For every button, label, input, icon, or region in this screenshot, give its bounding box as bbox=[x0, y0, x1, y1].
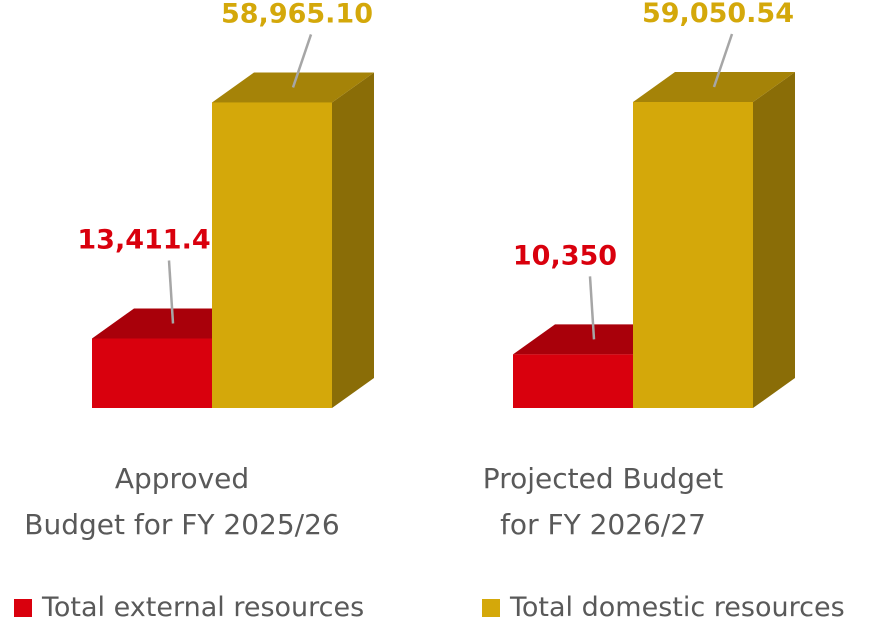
bar bbox=[633, 72, 795, 408]
legend-item: Total external resources bbox=[14, 592, 364, 623]
bar-front bbox=[212, 102, 332, 408]
bar-front bbox=[92, 338, 212, 408]
legend-swatch bbox=[482, 598, 500, 617]
data-label: 59,050.54 bbox=[642, 0, 794, 29]
x-tick-label: Projected Budget for FY 2026/27 bbox=[482, 462, 724, 541]
leader-line bbox=[712, 33, 734, 88]
bar-side bbox=[332, 72, 374, 408]
leader-line bbox=[167, 260, 175, 324]
legend-label: Total domestic resources bbox=[510, 592, 845, 623]
data-label: 58,965.10 bbox=[221, 0, 373, 29]
legend-label: Total external resources bbox=[42, 592, 365, 623]
bar bbox=[212, 72, 374, 408]
leader-line bbox=[588, 276, 596, 340]
bar-side bbox=[753, 72, 795, 408]
data-label: 10,350 bbox=[513, 240, 617, 271]
x-tick-label: Approved Budget for FY 2025/26 bbox=[24, 462, 340, 541]
legend-swatch bbox=[14, 598, 32, 617]
data-label: 13,411.4 bbox=[77, 225, 210, 256]
bar-front bbox=[633, 102, 753, 408]
legend-item: Total domestic resources bbox=[482, 592, 845, 623]
leader-line bbox=[291, 34, 313, 88]
bar-front bbox=[513, 354, 633, 408]
